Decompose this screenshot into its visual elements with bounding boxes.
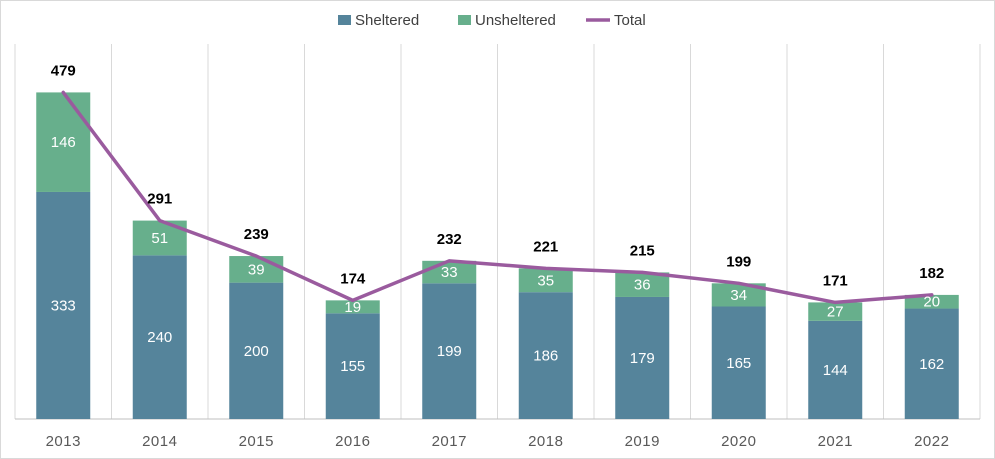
x-tick-label: 2022 bbox=[914, 433, 949, 450]
bar-sheltered bbox=[615, 296, 670, 419]
data-label-total: 215 bbox=[630, 242, 655, 259]
x-tick-label: 2013 bbox=[46, 433, 81, 450]
legend-label: Sheltered bbox=[355, 12, 419, 29]
total-line-group bbox=[61, 90, 934, 305]
total-point bbox=[61, 90, 65, 94]
legend-label: Unsheltered bbox=[475, 12, 556, 29]
bar-sheltered bbox=[808, 320, 863, 419]
data-label-sheltered: 155 bbox=[340, 358, 365, 375]
bar-sheltered bbox=[325, 313, 380, 419]
total-point bbox=[640, 270, 644, 274]
data-label-sheltered: 199 bbox=[437, 343, 462, 360]
data-label-total: 239 bbox=[244, 226, 269, 243]
data-label-unsheltered: 36 bbox=[634, 277, 651, 294]
data-label-total: 182 bbox=[919, 265, 944, 282]
bar-unsheltered bbox=[518, 268, 573, 293]
total-point bbox=[833, 300, 837, 304]
bar-sheltered bbox=[36, 191, 91, 419]
bar-unsheltered bbox=[36, 92, 91, 192]
data-label-total: 174 bbox=[340, 270, 366, 287]
data-label-sheltered: 165 bbox=[726, 355, 751, 372]
total-point bbox=[158, 219, 162, 223]
data-label-sheltered: 179 bbox=[630, 350, 655, 367]
bar-sheltered bbox=[229, 282, 284, 419]
total-point bbox=[544, 266, 548, 270]
data-label-unsheltered: 146 bbox=[51, 134, 76, 151]
x-tick-label: 2021 bbox=[818, 433, 853, 450]
x-tick-label: 2018 bbox=[528, 433, 563, 450]
data-label-unsheltered: 34 bbox=[730, 287, 747, 304]
bars bbox=[36, 92, 959, 419]
bar-sheltered bbox=[422, 283, 477, 419]
labels: 333 146 240 51 200 39 155 19 199 33 186 35 179 36 165 3… bbox=[51, 62, 945, 379]
total-point bbox=[351, 298, 355, 302]
data-label-sheltered: 186 bbox=[533, 348, 558, 365]
bar-unsheltered bbox=[711, 283, 766, 307]
bar-unsheltered bbox=[904, 294, 959, 309]
data-label-total: 232 bbox=[437, 231, 462, 248]
total-point bbox=[254, 254, 258, 258]
total-point bbox=[930, 293, 934, 297]
data-label-sheltered: 144 bbox=[823, 362, 848, 379]
data-label-total: 291 bbox=[147, 191, 172, 208]
data-label-unsheltered: 33 bbox=[441, 264, 458, 281]
data-label-total: 171 bbox=[823, 272, 848, 289]
data-label-unsheltered: 27 bbox=[827, 304, 844, 321]
data-label-unsheltered: 20 bbox=[923, 294, 940, 311]
data-label-unsheltered: 39 bbox=[248, 261, 265, 278]
x-tick-label: 2014 bbox=[142, 433, 177, 450]
legend-swatch bbox=[458, 15, 471, 25]
x-tick-label: 2015 bbox=[239, 433, 274, 450]
data-label-sheltered: 240 bbox=[147, 329, 172, 346]
data-label-total: 479 bbox=[51, 62, 76, 79]
bar-sheltered bbox=[518, 292, 573, 419]
total-point bbox=[737, 281, 741, 285]
total-line bbox=[61, 90, 934, 305]
bar-sheltered bbox=[904, 308, 959, 419]
data-label-sheltered: 333 bbox=[51, 297, 76, 314]
bar-unsheltered bbox=[615, 272, 670, 297]
x-axis: 2013 2014 2015 2016 2017 2018 2019 2020 2021 2022 bbox=[46, 433, 949, 450]
bar-unsheltered bbox=[229, 256, 284, 283]
bar-sheltered bbox=[711, 306, 766, 419]
legend-swatch bbox=[338, 15, 351, 25]
bar-unsheltered bbox=[325, 300, 380, 314]
data-label-sheltered: 162 bbox=[919, 356, 944, 373]
bar-sheltered bbox=[132, 255, 187, 419]
data-label-total: 199 bbox=[726, 253, 751, 270]
bar-unsheltered bbox=[808, 302, 863, 321]
data-label-total: 221 bbox=[533, 238, 558, 255]
data-label-unsheltered: 19 bbox=[344, 299, 361, 316]
x-tick-label: 2020 bbox=[721, 433, 756, 450]
x-tick-label: 2017 bbox=[432, 433, 467, 450]
x-tick-label: 2019 bbox=[625, 433, 660, 450]
x-tick-label: 2016 bbox=[335, 433, 370, 450]
legend-label: Total bbox=[614, 12, 646, 29]
data-label-unsheltered: 51 bbox=[151, 230, 168, 247]
total-point bbox=[447, 259, 451, 263]
data-label-sheltered: 200 bbox=[244, 343, 269, 360]
data-label-unsheltered: 35 bbox=[537, 272, 554, 289]
legend: Sheltered Unsheltered Total bbox=[338, 12, 646, 29]
